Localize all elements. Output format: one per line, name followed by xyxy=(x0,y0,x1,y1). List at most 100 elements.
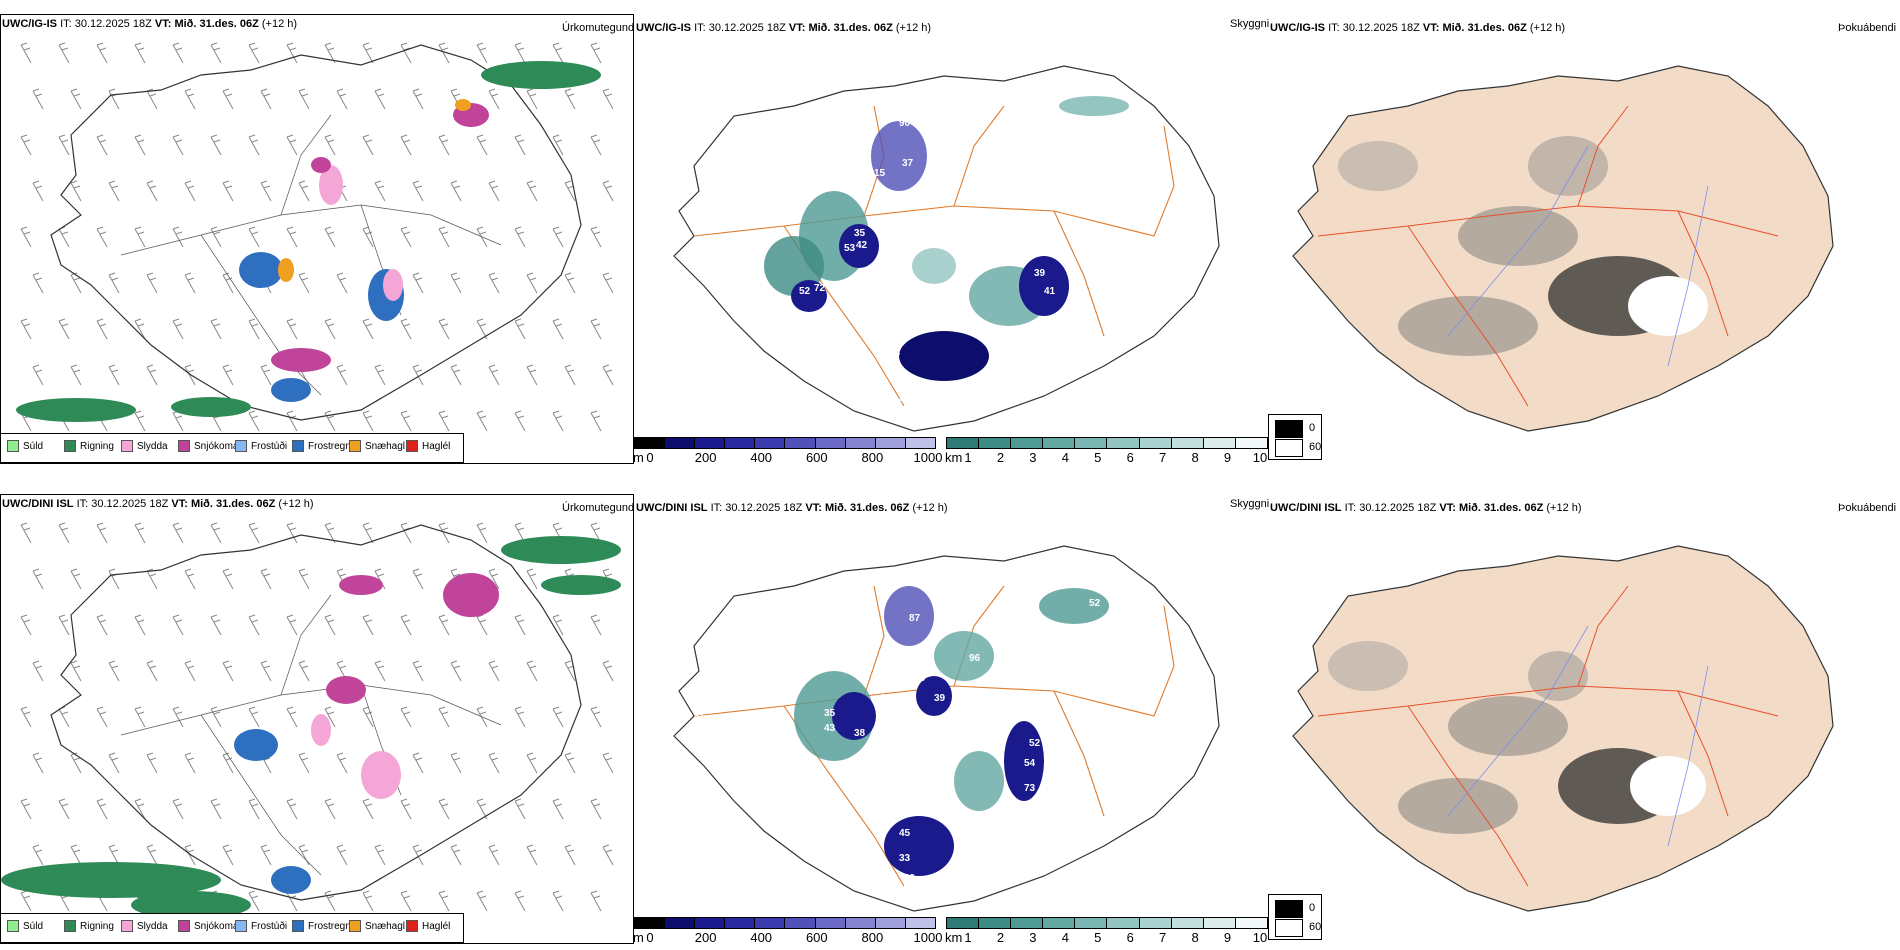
wind-barb xyxy=(260,660,272,682)
wind-barb xyxy=(260,568,272,590)
colorbar-segment xyxy=(725,438,756,448)
wind-barb xyxy=(286,706,298,728)
wind-barbs xyxy=(20,522,614,912)
wind-barb xyxy=(184,180,196,202)
colorbar-tick: 1 xyxy=(964,930,972,945)
precip-map-bottom xyxy=(0,494,634,944)
wind-barb xyxy=(590,890,602,912)
wind-barb xyxy=(324,134,336,156)
wind-barb xyxy=(96,798,108,820)
colorbar-segment xyxy=(1139,438,1172,448)
wind-barb xyxy=(96,522,108,544)
wind-barb xyxy=(58,134,70,156)
wind-barb xyxy=(400,798,412,820)
wind-barb xyxy=(172,318,184,340)
precip-panel-bottom: UWC/DINI ISL IT: 30.12.2025 18Z VT: Mið.… xyxy=(0,492,634,944)
colorbar-tick: 2 xyxy=(996,450,1005,465)
legend-swatch xyxy=(292,920,304,932)
fog-low-swatch xyxy=(1275,439,1303,457)
legend-item: Frostúði xyxy=(235,440,287,452)
legend-label: Haglél xyxy=(422,440,451,452)
wind-barb xyxy=(374,88,386,110)
legend-label: Snjókoma xyxy=(194,440,239,452)
wind-barb xyxy=(248,798,260,820)
legend-item: Snæhagl xyxy=(349,920,405,932)
precip-legend-bottom: Súld Rigning Slydda Snjókoma Frostúði Frostre… xyxy=(0,913,464,943)
scale-unit: m xyxy=(633,450,644,465)
wind-barb xyxy=(590,318,602,340)
wind-barb xyxy=(134,798,146,820)
visibility-colorbar-m-top: m 0 200 400 600 800 1000 xyxy=(633,437,942,465)
legend-label: Rigning xyxy=(80,920,114,932)
wind-barb xyxy=(476,522,488,544)
wind-barb xyxy=(298,180,310,202)
wind-barb xyxy=(438,42,450,64)
wind-barb xyxy=(374,844,386,866)
wind-barb xyxy=(374,180,386,202)
wind-barb xyxy=(70,88,82,110)
wind-barb xyxy=(552,134,564,156)
wind-barb xyxy=(184,272,196,294)
iceland-outline xyxy=(673,65,1220,432)
legend-label: Haglél xyxy=(422,920,451,932)
wind-barb xyxy=(488,88,500,110)
legend-swatch xyxy=(406,920,418,932)
wind-barb xyxy=(488,180,500,202)
wind-barb xyxy=(58,42,70,64)
wind-barb xyxy=(336,752,348,774)
colorbar-segment xyxy=(1011,438,1044,448)
wind-barb xyxy=(248,706,260,728)
vt-value: Mið. 31.des. 06Z xyxy=(174,18,259,30)
fog-header-bottom: UWC/DINI ISL IT: 30.12.2025 18Z VT: Mið.… xyxy=(1270,502,1582,514)
iceland-outline xyxy=(50,524,582,901)
visibility-value: 210 xyxy=(889,808,906,819)
colorbar-segment xyxy=(1075,918,1108,928)
wind-barb xyxy=(476,42,488,64)
wind-barb xyxy=(286,226,298,248)
colorbar-segment xyxy=(785,438,816,448)
fog-map-top-svg xyxy=(1292,65,1834,432)
wind-barb xyxy=(362,706,374,728)
wind-barb xyxy=(336,844,348,866)
colorbar-tick: 600 xyxy=(805,930,828,945)
colorbar-tick: 4 xyxy=(1061,930,1069,945)
wind-barb xyxy=(134,706,146,728)
wind-barb xyxy=(210,522,222,544)
wind-barb xyxy=(286,134,298,156)
legend-label: Frostúði xyxy=(251,440,288,452)
visibility-value: 33 xyxy=(899,373,911,384)
wind-barb xyxy=(286,798,298,820)
wind-barb xyxy=(222,660,234,682)
legend-swatch xyxy=(349,920,361,932)
wind-barb xyxy=(172,410,184,432)
wind-barb xyxy=(412,568,424,590)
fog-shading xyxy=(1328,641,1706,834)
precip-header-top: UWC/IG-IS IT: 30.12.2025 18Z VT: Mið. 31… xyxy=(2,18,297,30)
colorbar-segment xyxy=(905,918,935,928)
wind-barb xyxy=(412,844,424,866)
legend-swatch xyxy=(7,440,19,452)
wind-barb xyxy=(70,364,82,386)
colorbar-tick: 200 xyxy=(694,450,717,465)
fog-legend-top: 0 60 xyxy=(1268,414,1322,460)
wind-barb xyxy=(108,272,120,294)
legend-label: Snæhagl xyxy=(365,440,406,452)
wind-barb xyxy=(286,410,298,432)
wind-barb xyxy=(488,660,500,682)
colorbar-tick: 3 xyxy=(1029,930,1037,945)
wind-barb xyxy=(298,752,310,774)
wind-barb xyxy=(108,364,120,386)
visibility-value: 47 xyxy=(874,220,886,231)
colorbar-tick: 5 xyxy=(1094,930,1102,945)
legend-item: Haglél xyxy=(406,440,450,452)
precip-map-top xyxy=(0,14,634,464)
wind-barb xyxy=(590,226,602,248)
wind-barb xyxy=(210,614,222,636)
colorbar-segment xyxy=(755,438,786,448)
colorbar-tick: 9 xyxy=(1223,930,1232,945)
fog-header-top: UWC/IG-IS IT: 30.12.2025 18Z VT: Mið. 31… xyxy=(1270,22,1565,34)
wind-barb xyxy=(96,226,108,248)
visibility-title-top: Skyggni xyxy=(1230,18,1270,30)
visibility-values: 87 96 95 42 39 35 43 38 52 54 73 210 45 33 29 52 57 xyxy=(694,598,1101,884)
wind-barb xyxy=(488,844,500,866)
